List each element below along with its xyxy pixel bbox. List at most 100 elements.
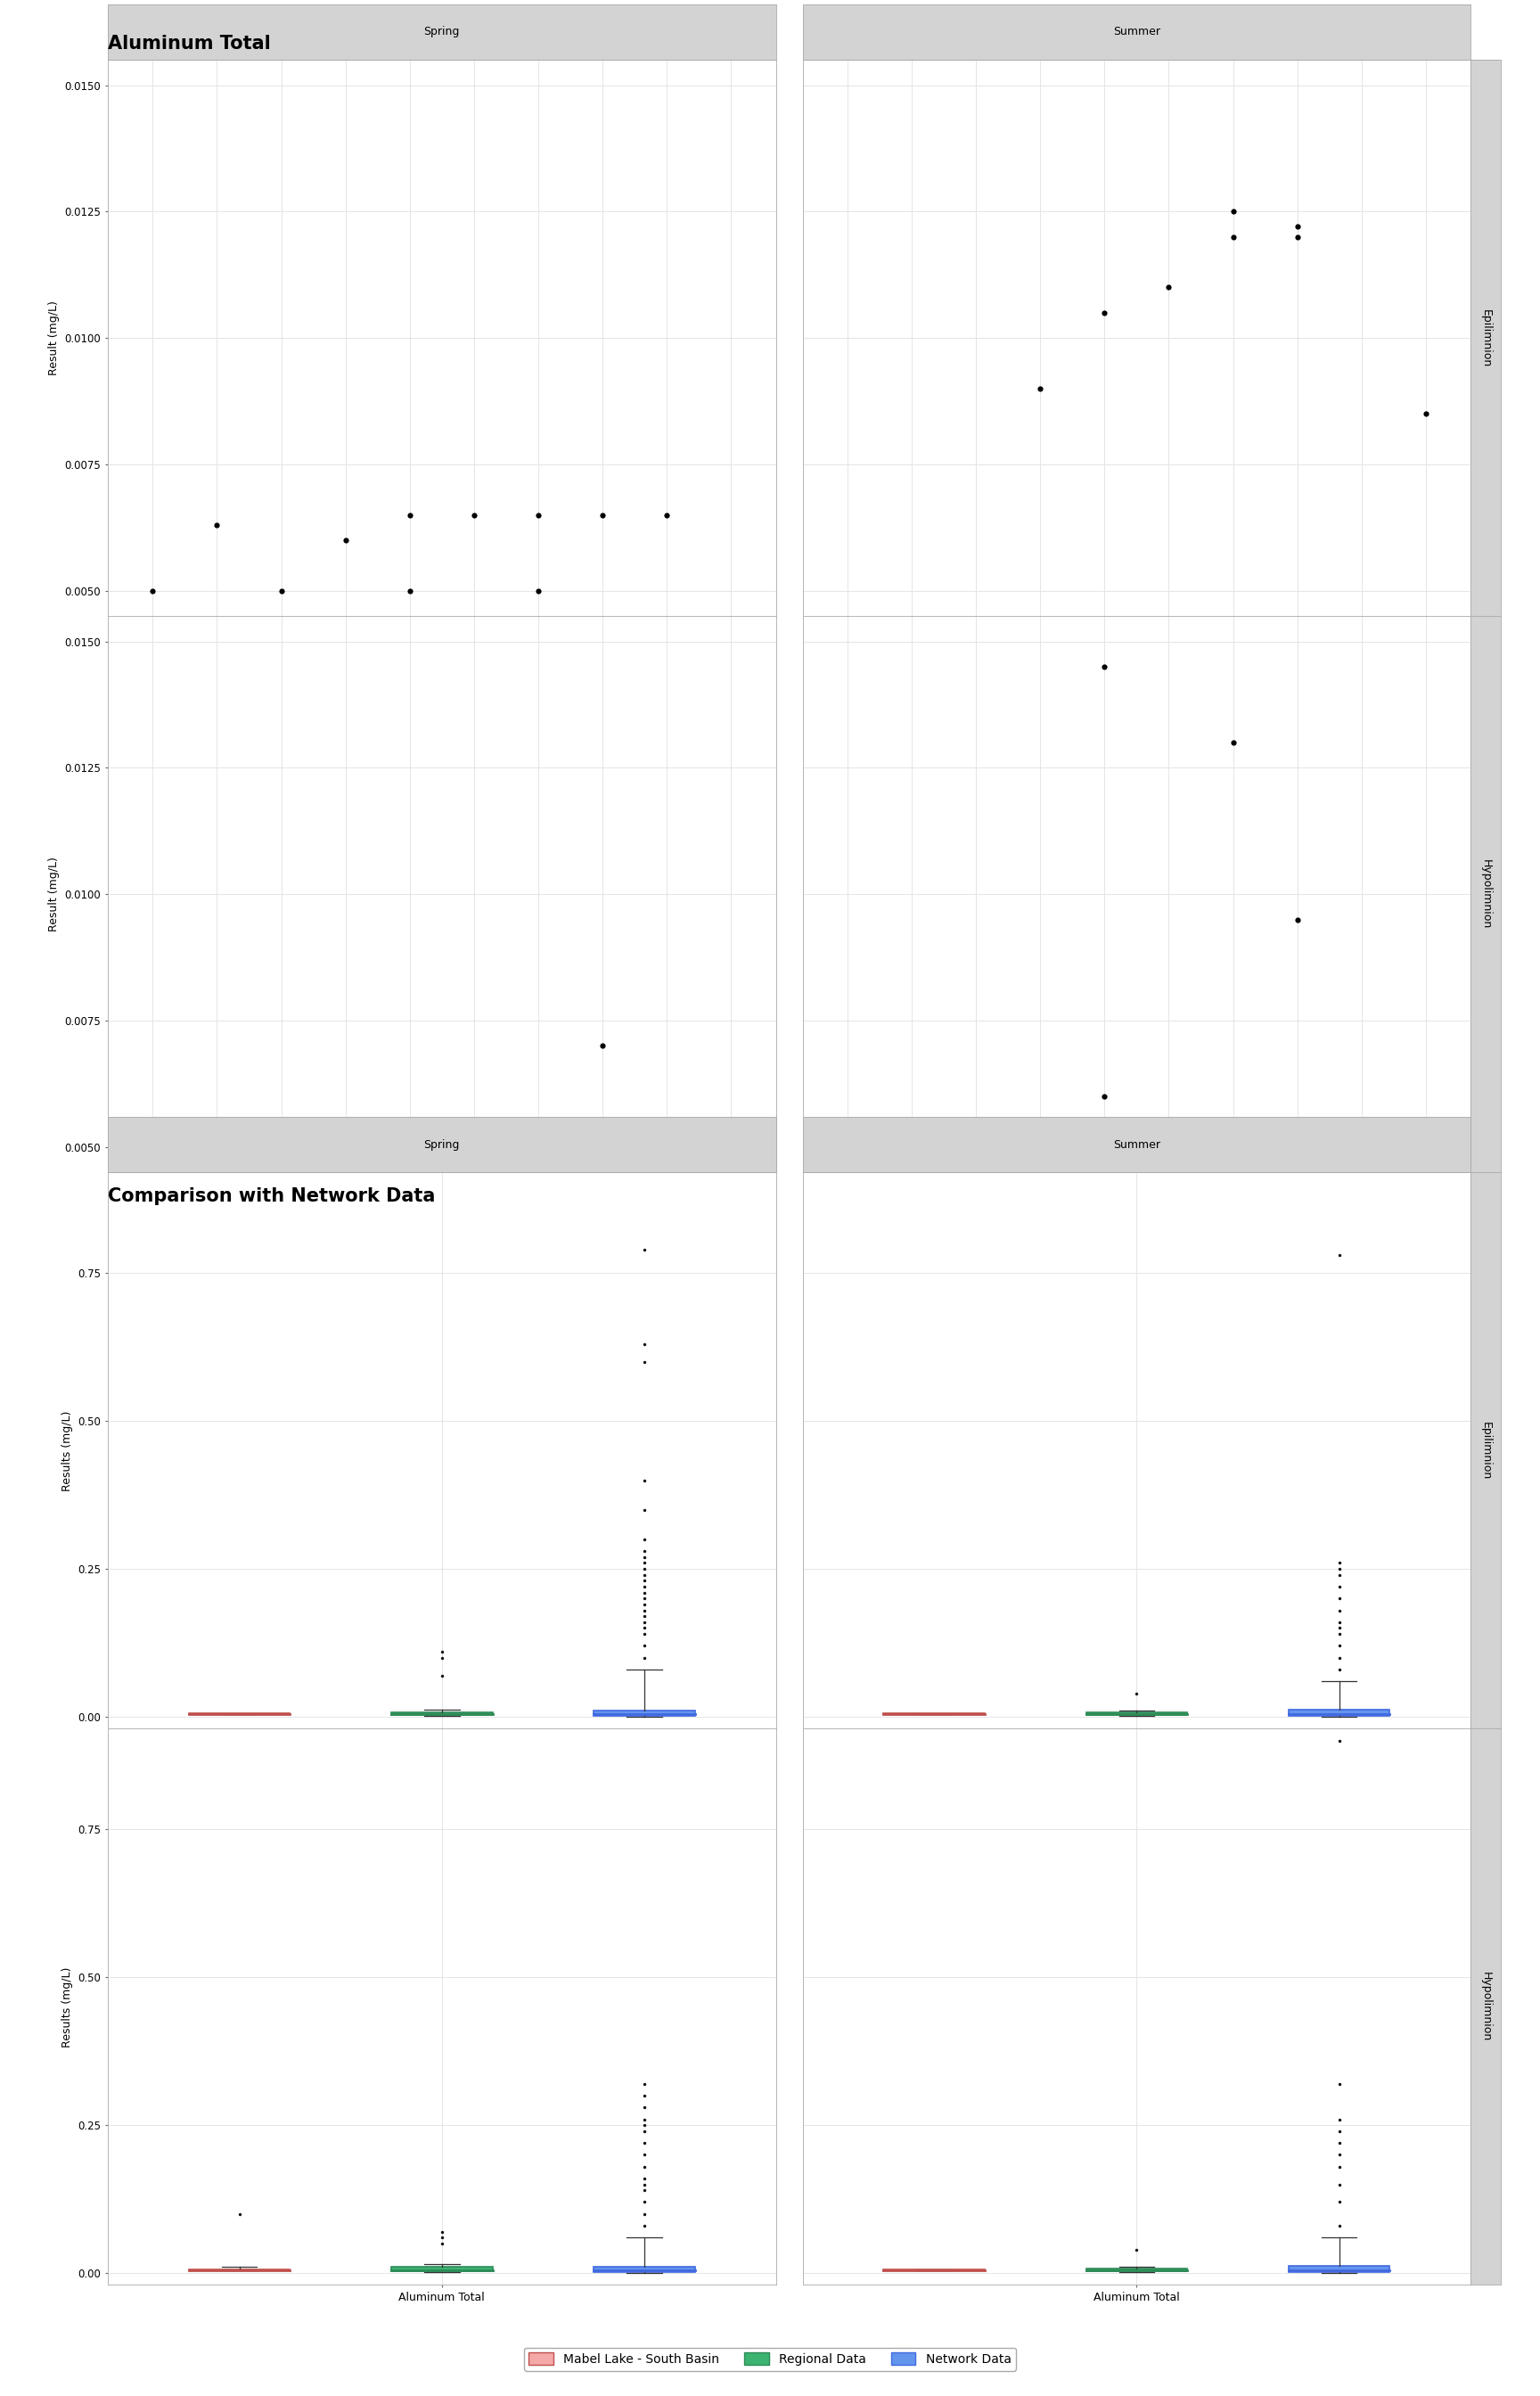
Point (525, 496, 550, 534)
Point (1157, 1102, 1181, 1140)
Point (631, 2171, 656, 2209)
Point (1157, 268, 1181, 307)
Point (430, 1656, 454, 1694)
Point (525, 1129, 550, 1167)
Point (430, 2219, 454, 2257)
Y-axis label: Results (mg/L): Results (mg/L) (62, 1967, 72, 2046)
Point (631, 2135, 656, 2173)
Point (631, 2065, 656, 2104)
Point (654, 1152, 679, 1191)
Bar (391, 1713, 493, 1716)
Point (631, 1490, 656, 1529)
Point (631, 1550, 656, 1589)
Legend: Mabel Lake - South Basin, Regional Data, Network Data: Mabel Lake - South Basin, Regional Data,… (524, 2348, 1016, 2370)
Point (631, 1555, 656, 1593)
Point (631, 1627, 656, 1665)
Text: Comparison with Network Data: Comparison with Network Data (108, 1188, 436, 1205)
Point (430, 2223, 454, 2262)
Point (397, 573, 422, 611)
Point (525, 573, 550, 611)
Point (1349, 1102, 1374, 1140)
Point (1327, 1555, 1352, 1593)
Point (333, 522, 357, 561)
Y-axis label: Result (mg/L): Result (mg/L) (48, 300, 60, 376)
Point (525, 1102, 550, 1140)
Point (631, 1462, 656, 1500)
Point (654, 496, 679, 534)
Point (631, 1342, 656, 1380)
Point (631, 2195, 656, 2233)
Point (1327, 1627, 1352, 1665)
Y-axis label: Results (mg/L): Results (mg/L) (62, 1411, 72, 1490)
Point (430, 1639, 454, 1677)
Point (397, 1119, 422, 1157)
Point (1327, 2111, 1352, 2149)
Point (1284, 218, 1309, 256)
Point (1327, 1543, 1352, 1581)
Point (1221, 218, 1246, 256)
Point (631, 2207, 656, 2245)
Point (1327, 1608, 1352, 1646)
Bar (391, 2267, 493, 2271)
Point (333, 1102, 357, 1140)
Point (1327, 2065, 1352, 2104)
Point (631, 1229, 656, 1267)
Point (270, 573, 294, 611)
Point (1327, 1639, 1352, 1677)
Point (1092, 647, 1117, 685)
Point (205, 506, 229, 544)
Point (631, 1531, 656, 1569)
Point (140, 573, 165, 611)
Point (1092, 295, 1117, 333)
Point (1327, 2099, 1352, 2137)
Point (1327, 2166, 1352, 2204)
Text: Aluminum Total: Aluminum Total (108, 36, 271, 53)
Point (631, 1543, 656, 1581)
Point (631, 2106, 656, 2144)
Point (1221, 724, 1246, 762)
Point (631, 2099, 656, 2137)
Point (1284, 208, 1309, 247)
Point (1221, 192, 1246, 230)
Point (1124, 1675, 1149, 1713)
Point (430, 2212, 454, 2250)
Point (631, 1586, 656, 1624)
Point (226, 2195, 251, 2233)
Point (631, 2123, 656, 2161)
Point (1327, 2135, 1352, 2173)
Point (631, 1574, 656, 1613)
Point (631, 1538, 656, 1577)
Point (1327, 1615, 1352, 1653)
Point (1092, 1078, 1117, 1117)
Y-axis label: Result (mg/L): Result (mg/L) (48, 858, 60, 932)
Point (462, 1119, 487, 1157)
Point (1327, 1720, 1352, 1759)
Point (631, 1603, 656, 1641)
Point (140, 1129, 165, 1167)
Point (631, 1519, 656, 1557)
Point (1327, 2207, 1352, 2245)
Point (631, 2111, 656, 2149)
Point (1327, 2183, 1352, 2221)
Bar (1086, 1713, 1187, 1716)
Point (1327, 1236, 1352, 1275)
Bar (1086, 2269, 1187, 2271)
Point (1327, 1550, 1352, 1589)
Point (631, 1591, 656, 1629)
Bar (1289, 1711, 1389, 1716)
Point (631, 1598, 656, 1636)
Point (1327, 1567, 1352, 1605)
Point (1327, 2147, 1352, 2185)
Point (1327, 2123, 1352, 2161)
Point (1327, 1579, 1352, 1617)
Bar (594, 2267, 695, 2271)
Point (1327, 1591, 1352, 1629)
Point (1124, 2231, 1149, 2269)
Point (590, 496, 614, 534)
Point (631, 2183, 656, 2221)
Point (631, 1562, 656, 1601)
Point (631, 1325, 656, 1363)
Point (631, 2147, 656, 2185)
Bar (1289, 2267, 1389, 2271)
Point (590, 1028, 614, 1066)
